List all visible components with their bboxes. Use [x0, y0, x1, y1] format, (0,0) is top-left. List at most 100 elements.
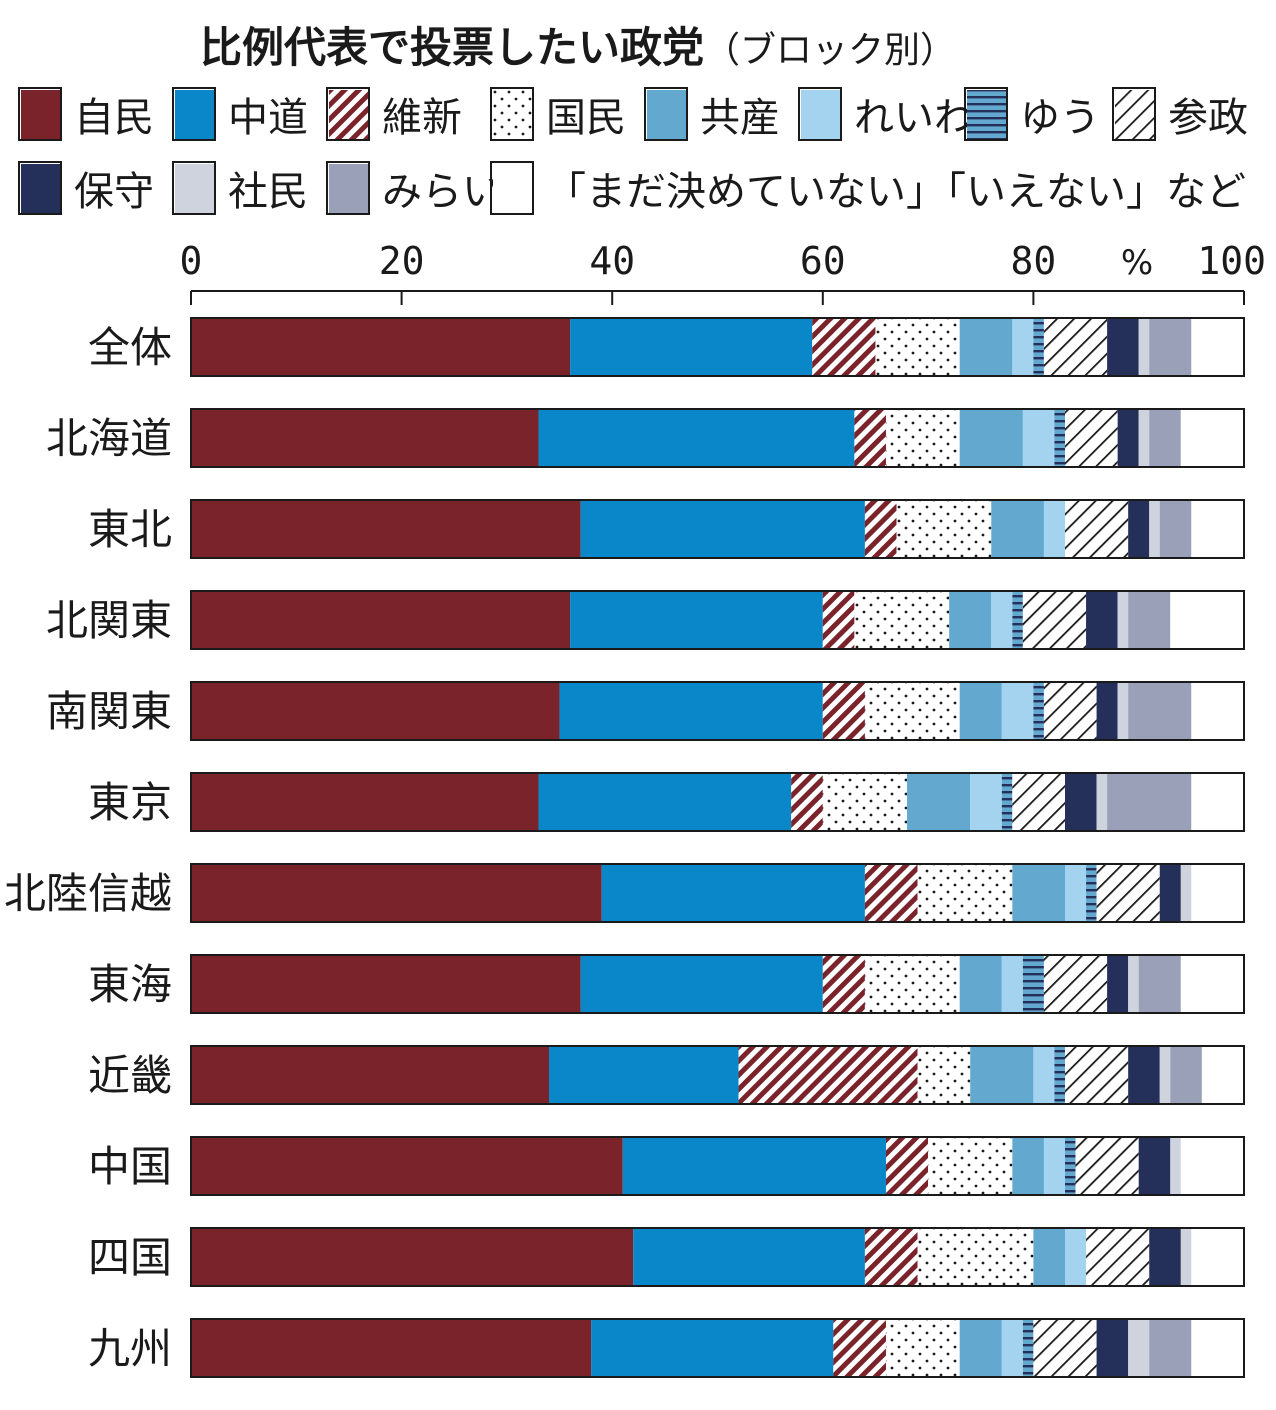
bar-segment: [822, 773, 908, 831]
bar-segment: [875, 318, 960, 376]
bar-segment: [864, 500, 897, 558]
bar-segment: [191, 1228, 634, 1286]
bar-segment: [970, 773, 1002, 831]
bar-segment: [1022, 955, 1044, 1013]
bar-segment: [1191, 318, 1244, 376]
bar-segment: [549, 1046, 739, 1104]
bar-segment: [622, 1137, 886, 1195]
x-axis: 0 20 40 60 80 100%: [180, 239, 1266, 305]
bar-segment: [970, 1046, 1034, 1104]
legend-swatch-kyosan: [644, 87, 688, 141]
bar-segment: [1138, 409, 1150, 467]
bar-outline: [190, 863, 1245, 923]
bar-segment: [1043, 318, 1108, 376]
bar-segment: [1107, 773, 1192, 831]
bar-segment: [864, 682, 960, 740]
bar-segment: [1064, 1046, 1129, 1104]
chart-title: 比例代表で投票したい政党（ブロック別）: [200, 14, 956, 75]
legend-swatch-undecided: [490, 161, 534, 215]
bar-segment: [1170, 1046, 1202, 1104]
legend-item-shamin: 社民: [172, 160, 308, 216]
bar-segment: [1170, 591, 1244, 649]
legend-label-ishin: 維新: [382, 95, 462, 141]
bar-outline: [190, 499, 1245, 559]
bar-segment: [885, 409, 960, 467]
bar-segment: [1054, 1046, 1065, 1104]
bar-segment: [633, 1228, 865, 1286]
bar-segment: [1159, 1046, 1171, 1104]
bar-segment: [601, 864, 865, 922]
bar-segment: [1033, 1228, 1065, 1286]
bar-segment: [1180, 955, 1244, 1013]
bar-segment: [928, 1137, 1013, 1195]
bar-segment: [885, 1319, 960, 1377]
bar-segment: [1022, 1319, 1034, 1377]
category-label: 四国: [88, 1233, 172, 1282]
bar-segment: [864, 955, 960, 1013]
bar-segment: [570, 318, 813, 376]
legend-item-mirai: みらい: [326, 160, 502, 216]
bar-segment: [917, 864, 1013, 922]
bar-segment: [1043, 1137, 1065, 1195]
legend-swatch-mirai: [326, 161, 370, 215]
bar-segment: [1064, 500, 1129, 558]
bar-segment: [959, 682, 1002, 740]
category-label: 中国: [88, 1142, 172, 1191]
bar-segment: [959, 318, 1013, 376]
x-tick-label: 60: [800, 239, 846, 283]
bar-segment: [191, 318, 571, 376]
bar-outline: [190, 772, 1245, 832]
bar-segment: [991, 500, 1044, 558]
bar-outline: [190, 1318, 1245, 1378]
bar-segment: [1117, 591, 1129, 649]
bar-segment: [1128, 500, 1150, 558]
bar-segment: [822, 682, 865, 740]
bar-segment: [1138, 955, 1181, 1013]
bar-segment: [896, 500, 992, 558]
title-main: 比例代表で投票したい政党: [200, 23, 705, 72]
bar-segment: [1138, 318, 1150, 376]
legend-label-reiwa: れいわ: [854, 95, 974, 141]
bar-segment: [1022, 409, 1055, 467]
legend-label-kokumin: 国民: [546, 95, 626, 141]
bar-segment: [1033, 318, 1044, 376]
bar-segment: [191, 955, 581, 1013]
legend-label-shamin: 社民: [228, 169, 308, 215]
bar-segment: [959, 409, 1023, 467]
legend-label-sansei: 参政: [1168, 95, 1248, 141]
bar-segment: [1128, 1046, 1160, 1104]
title-subtitle: （ブロック別）: [704, 30, 957, 71]
bar-segment: [1149, 500, 1160, 558]
bar-outline: [190, 1227, 1245, 1287]
bar-segment: [1033, 682, 1044, 740]
bar-segment: [854, 409, 886, 467]
legend-swatch-kokumin: [490, 87, 534, 141]
bar-segment: [1001, 1319, 1023, 1377]
legend-swatch-yuu: [964, 87, 1008, 141]
bar-segment: [1117, 682, 1129, 740]
bar-segment: [1012, 773, 1065, 831]
bar-segment: [1191, 773, 1244, 831]
bar-segment: [917, 1046, 971, 1104]
bar-segment: [1180, 1137, 1244, 1195]
bar-segment: [1012, 318, 1034, 376]
bar-segment: [1159, 500, 1192, 558]
category-label: 東海: [88, 960, 172, 1009]
bar-segment: [191, 1319, 592, 1377]
legend-label-yuu: ゆう: [1020, 95, 1100, 141]
legend-swatch-jimin: [18, 87, 62, 141]
category-label: 東京: [88, 778, 172, 827]
category-label: 東北: [88, 505, 172, 554]
legend-item-undecided: 「まだ決めていない」「いえない」など: [490, 160, 1246, 216]
bar-segment: [191, 682, 560, 740]
legend-item-ishin: 維新: [326, 86, 462, 142]
bar-segment: [959, 1319, 1002, 1377]
bar-segment: [1086, 1228, 1150, 1286]
x-tick-label: 100: [1197, 239, 1266, 283]
bar-segment: [1159, 864, 1181, 922]
legend-label-chudo: 中道: [228, 95, 308, 141]
bar-segment: [991, 591, 1013, 649]
bar-segment: [1064, 409, 1118, 467]
bar-segment: [738, 1046, 918, 1104]
